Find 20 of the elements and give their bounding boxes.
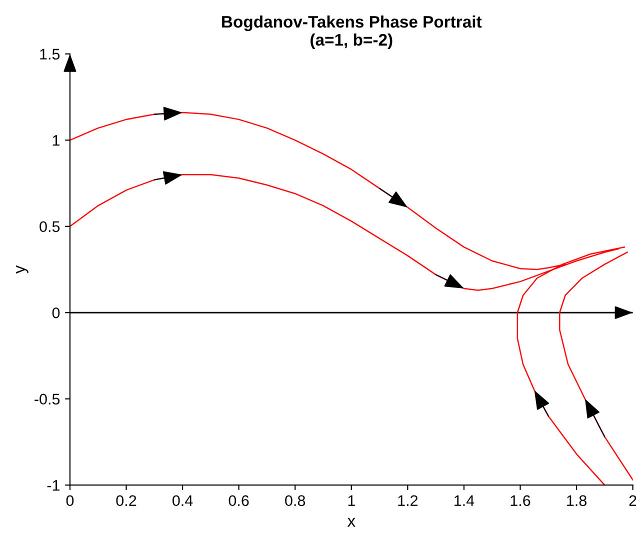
x-tick-label: 0.6 bbox=[228, 495, 249, 506]
x-tick-label: 1.8 bbox=[567, 495, 586, 506]
x-tick-label: 0.8 bbox=[285, 495, 306, 506]
y-tick-label: -1 bbox=[47, 480, 60, 491]
y-tick-label: 0.5 bbox=[40, 221, 60, 232]
y-tick-label: -0.5 bbox=[34, 394, 60, 405]
x-tick-label: 1.6 bbox=[510, 495, 530, 506]
x-axis-title: x bbox=[347, 518, 356, 527]
chart-title: Bogdanov-Takens Phase Portrait (a=1, b=-2) bbox=[222, 15, 482, 50]
x-tick-label: 0.4 bbox=[172, 495, 193, 506]
x-tick-label: 1.4 bbox=[454, 495, 474, 506]
x-tick-label: 1.2 bbox=[398, 495, 418, 506]
x-tick-label: 0 bbox=[66, 495, 74, 506]
x-tick-label: 2 bbox=[629, 495, 636, 506]
y-tick-label: 0 bbox=[52, 307, 60, 318]
y-tick-label: 1.5 bbox=[40, 48, 60, 60]
x-tick-label: 1 bbox=[348, 495, 355, 506]
y-axis-title: y bbox=[16, 265, 28, 274]
x-tick-label: 0.2 bbox=[116, 495, 136, 506]
y-tick-label: 1 bbox=[52, 135, 60, 146]
